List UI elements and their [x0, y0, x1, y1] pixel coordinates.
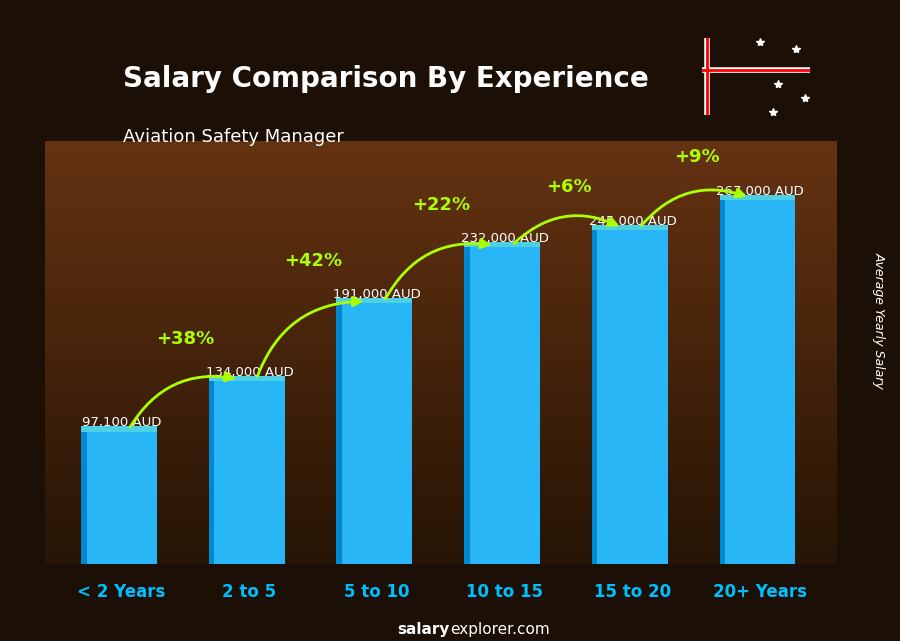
- Bar: [725, 200, 796, 564]
- FancyArrowPatch shape: [130, 372, 233, 427]
- Bar: [337, 298, 412, 303]
- Bar: [598, 229, 668, 564]
- Text: 134,000 AUD: 134,000 AUD: [205, 366, 293, 379]
- Text: +38%: +38%: [157, 330, 214, 348]
- FancyArrowPatch shape: [385, 240, 489, 299]
- Bar: [81, 426, 157, 431]
- Bar: [720, 200, 725, 564]
- FancyArrowPatch shape: [514, 215, 617, 244]
- Bar: [464, 242, 540, 247]
- Text: 191,000 AUD: 191,000 AUD: [333, 288, 421, 301]
- Bar: [209, 376, 284, 381]
- Bar: [214, 381, 284, 564]
- Text: 15 to 20: 15 to 20: [594, 583, 671, 601]
- Bar: [342, 303, 412, 564]
- Bar: [464, 247, 470, 564]
- Text: Aviation Safety Manager: Aviation Safety Manager: [123, 128, 344, 146]
- Bar: [470, 247, 540, 564]
- Text: < 2 Years: < 2 Years: [77, 583, 166, 601]
- Bar: [592, 229, 598, 564]
- Bar: [720, 195, 796, 200]
- Text: 5 to 10: 5 to 10: [345, 583, 410, 601]
- Bar: [81, 431, 86, 564]
- Text: 20+ Years: 20+ Years: [714, 583, 807, 601]
- Bar: [337, 303, 342, 564]
- Text: 97,100 AUD: 97,100 AUD: [82, 417, 161, 429]
- Text: salary: salary: [398, 622, 450, 637]
- Text: 10 to 15: 10 to 15: [466, 583, 544, 601]
- Text: 232,000 AUD: 232,000 AUD: [461, 232, 549, 246]
- FancyArrowPatch shape: [642, 189, 744, 226]
- Text: +9%: +9%: [674, 149, 719, 167]
- Bar: [592, 224, 668, 229]
- Bar: [86, 431, 157, 564]
- Text: +22%: +22%: [412, 196, 470, 214]
- Text: +42%: +42%: [284, 252, 342, 270]
- Text: 245,000 AUD: 245,000 AUD: [589, 215, 677, 228]
- Text: Average Yearly Salary: Average Yearly Salary: [873, 252, 886, 389]
- Text: Salary Comparison By Experience: Salary Comparison By Experience: [123, 65, 649, 93]
- Text: 267,000 AUD: 267,000 AUD: [716, 185, 805, 197]
- Text: 2 to 5: 2 to 5: [222, 583, 276, 601]
- Text: explorer.com: explorer.com: [450, 622, 550, 637]
- Bar: [209, 381, 214, 564]
- Text: +6%: +6%: [546, 178, 591, 196]
- FancyArrowPatch shape: [257, 297, 361, 376]
